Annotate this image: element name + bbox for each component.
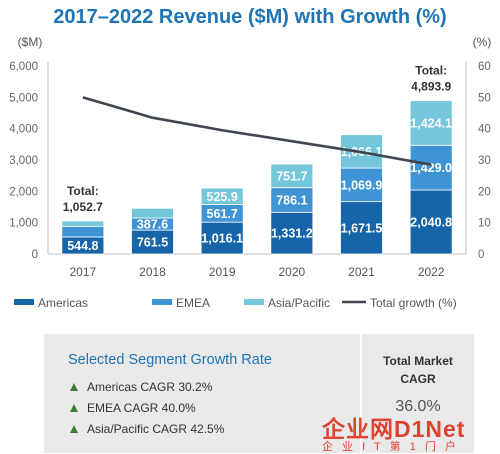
right-tick-label: 50 xyxy=(478,92,491,104)
segment-item-asia-pacific: Asia/Pacific CAGR 42.5% xyxy=(70,422,224,436)
bar-asia-pacific xyxy=(200,187,244,205)
bar-data-label: 544.8 xyxy=(67,239,98,253)
legend-label: Total growth (%) xyxy=(370,296,457,310)
x-tick-label: 2017 xyxy=(69,265,96,279)
bar-data-label: 2,040.8 xyxy=(410,216,452,230)
segment-growth-panel: Selected Segment Growth Rate Americas CA… xyxy=(44,334,474,453)
bar-emea xyxy=(340,167,383,203)
total-value: 4,893.9 xyxy=(411,80,451,94)
panel-divider xyxy=(360,334,362,453)
bar-asia-pacific xyxy=(61,220,105,227)
segment-item-label: EMEA CAGR 40.0% xyxy=(87,401,196,415)
legend-label: Asia/Pacific xyxy=(268,296,330,310)
x-tick-label: 2020 xyxy=(278,265,305,279)
right-tick-label: 30 xyxy=(478,155,491,167)
bar-data-label: 561.7 xyxy=(207,207,238,221)
left-tick-label: 6,000 xyxy=(9,61,38,73)
total-label: Total: xyxy=(415,64,447,78)
right-tick-label: 0 xyxy=(478,249,484,261)
segment-item-emea: EMEA CAGR 40.0% xyxy=(70,401,196,415)
legend-swatch xyxy=(14,299,34,305)
watermark-text: 企业网D1Net xyxy=(322,416,466,442)
up-triangle-icon xyxy=(70,404,78,412)
up-triangle-icon xyxy=(70,425,78,433)
right-tick-label: 60 xyxy=(478,61,491,73)
x-tick-label: 2019 xyxy=(209,265,236,279)
bar-asia-pacific xyxy=(409,100,453,146)
right-tick-label: 40 xyxy=(478,124,491,136)
left-tick-label: 2,000 xyxy=(9,186,38,198)
revenue-growth-chart: ($M) (%) 0 1,000 2,000 3,000 4,000 5,000 6,000 0 1… xyxy=(9,35,492,310)
bar-data-label: 786.1 xyxy=(276,193,307,207)
left-tick-label: 0 xyxy=(32,249,38,261)
watermark-subtext: 企 业 I T 第 1 门 户 xyxy=(322,441,459,453)
bar-americas xyxy=(200,221,244,255)
chart-title: 2017–2022 Revenue ($M) with Growth (%) xyxy=(53,6,447,28)
legend-swatch xyxy=(244,299,264,305)
total-market-cagr-value: 36.0% xyxy=(395,398,441,415)
bar-data-label: 1,424.1 xyxy=(410,116,452,130)
bar-asia-pacific xyxy=(270,163,314,189)
x-tick-label: 2021 xyxy=(348,265,375,279)
market-title-line: CAGR xyxy=(400,372,436,386)
bar-americas xyxy=(409,189,453,255)
total-market-cagr-title: Total Market CAGR xyxy=(362,352,474,388)
bar-data-label: 1,429.0 xyxy=(410,161,452,175)
bar-data-label: 1,016.1 xyxy=(201,232,243,246)
x-tick-label: 2022 xyxy=(418,265,445,279)
segment-item-americas: Americas CAGR 30.2% xyxy=(70,380,212,394)
watermark-logo: 企业网D1Net 企 业 I T 第 1 门 户 xyxy=(322,410,500,453)
bar-data-label: 525.9 xyxy=(207,190,238,204)
segment-item-label: Americas CAGR 30.2% xyxy=(87,380,213,394)
market-title-line: Total Market xyxy=(383,354,453,368)
bar-emea xyxy=(409,144,453,191)
bar-data-label: 761.5 xyxy=(137,236,168,250)
legend-swatch xyxy=(152,299,172,305)
segment-item-label: Asia/Pacific CAGR 42.5% xyxy=(87,422,225,436)
bar-data-label: 1,331.2 xyxy=(271,227,313,241)
legend-label: Americas xyxy=(38,296,88,310)
panel-title: Selected Segment Growth Rate xyxy=(68,352,272,368)
left-tick-label: 5,000 xyxy=(9,92,38,104)
total-growth-line xyxy=(82,96,432,166)
x-tick-label: 2018 xyxy=(139,265,166,279)
right-tick-label: 10 xyxy=(478,218,491,230)
legend-label: EMEA xyxy=(176,296,210,310)
up-triangle-icon xyxy=(70,383,78,391)
bar-emea xyxy=(61,225,105,238)
bar-data-label: 387.6 xyxy=(137,218,168,232)
right-tick-label: 20 xyxy=(478,186,491,198)
left-tick-label: 4,000 xyxy=(9,124,38,136)
bar-asia-pacific xyxy=(131,207,174,219)
bar-data-label: 1,671.5 xyxy=(341,221,383,235)
bar-data-label: 1,069.9 xyxy=(341,178,383,192)
bar-americas xyxy=(340,201,383,255)
bar-americas xyxy=(270,211,314,255)
right-axis-unit: (%) xyxy=(473,35,492,49)
left-axis-unit: ($M) xyxy=(18,35,43,49)
total-label: Total: xyxy=(67,184,99,198)
bar-data-label: 751.7 xyxy=(276,169,307,183)
total-value: 1,052.7 xyxy=(63,200,103,214)
left-tick-label: 3,000 xyxy=(9,155,38,167)
left-tick-label: 1,000 xyxy=(9,218,38,230)
